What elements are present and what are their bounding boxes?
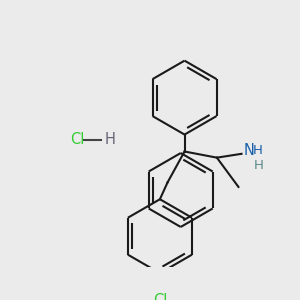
- Text: N: N: [244, 143, 255, 158]
- Text: H: H: [252, 144, 262, 157]
- Text: Cl: Cl: [70, 133, 85, 148]
- Text: Cl: Cl: [153, 293, 167, 300]
- Text: H: H: [254, 159, 264, 172]
- Text: H: H: [104, 133, 115, 148]
